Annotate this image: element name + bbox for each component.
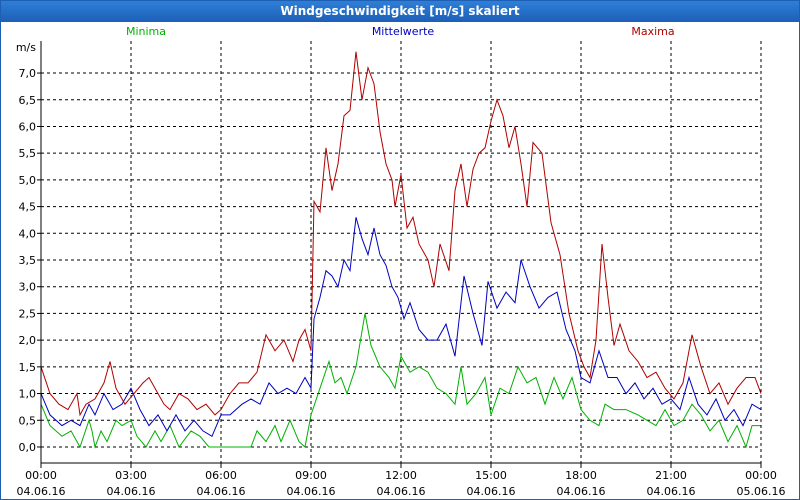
x-tick-time: 06:00 [205, 469, 237, 482]
y-tick-label: 0,0 [19, 441, 37, 454]
series-line-minima [40, 313, 761, 449]
y-unit-label: m/s [16, 41, 36, 54]
axes [37, 41, 762, 468]
y-tick-label: 1,5 [19, 361, 37, 374]
series-line-mittelwerte [40, 217, 762, 438]
legend-maxima: Maxima [631, 25, 674, 38]
x-tick-date: 04.06.16 [557, 485, 606, 498]
y-tick-label: 4,0 [19, 227, 37, 240]
legend-mittelwerte: Mittelwerte [372, 25, 435, 38]
y-tick-label: 3,0 [19, 281, 37, 294]
x-tick-date: 04.06.16 [377, 485, 426, 498]
grid [41, 41, 761, 463]
chart-title: Windgeschwindigkeit [m/s] skaliert [1, 1, 799, 22]
y-tick-label: 2,5 [19, 307, 37, 320]
x-tick-date: 04.06.16 [107, 485, 156, 498]
wind-speed-chart: 0,0 0,5 1,0 1,5 2,0 2,5 3,0 3,5 4,0 4,5 5,0 5,5 6,0 6… [16, 25, 786, 498]
x-tick-time: 09:00 [295, 469, 327, 482]
labels: 0,0 0,5 1,0 1,5 2,0 2,5 3,0 3,5 4,0 4,5 5,0 5,5 6,0 6… [16, 25, 786, 498]
y-tick-label: 6,5 [19, 94, 37, 107]
y-tick-label: 0,5 [19, 414, 37, 427]
series-line-maxima [40, 51, 762, 417]
x-tick-date: 04.06.16 [287, 485, 336, 498]
x-tick-time: 00:00 [25, 469, 57, 482]
legend-minima: Minima [126, 25, 166, 38]
y-tick-label: 3,5 [19, 254, 37, 267]
y-tick-label: 7,0 [19, 67, 37, 80]
y-tick-label: 6,0 [19, 120, 37, 133]
x-tick-time: 15:00 [475, 469, 507, 482]
x-tick-date: 04.06.16 [197, 485, 246, 498]
y-tick-label: 5,5 [19, 147, 37, 160]
x-tick-time: 18:00 [565, 469, 597, 482]
x-tick-time: 12:00 [385, 469, 417, 482]
y-tick-label: 1,0 [19, 388, 37, 401]
x-tick-date: 04.06.16 [467, 485, 516, 498]
y-tick-label: 5,0 [19, 174, 37, 187]
series-lines [40, 51, 762, 449]
x-tick-time: 21:00 [655, 469, 687, 482]
x-tick-date: 05.06.16 [737, 485, 786, 498]
y-tick-label: 2,0 [19, 334, 37, 347]
x-tick-date: 04.06.16 [647, 485, 696, 498]
y-tick-label: 4,5 [19, 201, 37, 214]
x-tick-date: 04.06.16 [17, 485, 66, 498]
x-tick-time: 03:00 [115, 469, 147, 482]
x-tick-time: 00:00 [745, 469, 777, 482]
